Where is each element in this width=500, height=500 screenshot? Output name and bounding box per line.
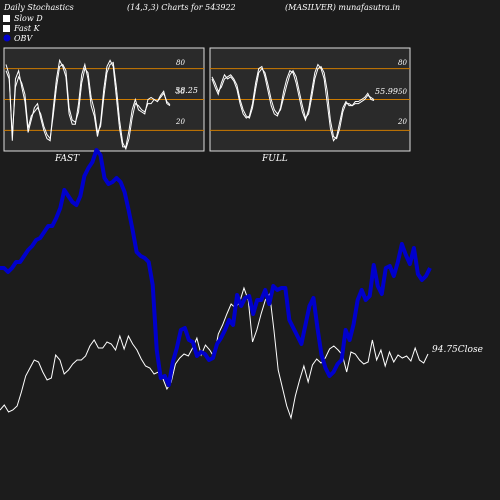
fast-stochastic-line-2 [5,58,171,148]
header-left: Daily Stochastics [3,3,74,12]
fast-level-label-20: 20 [175,118,185,126]
legend-label-slow-d: Slow D [14,14,43,23]
fast-level-label-50: 50 [176,88,185,96]
price-obv-chart [0,148,432,420]
header-middle: (14,3,3) Charts for 543922 [127,3,236,12]
full-stochastic-line-2 [211,63,375,142]
fast-stochastics-panel: 80 50 20 58.25 FAST [3,47,205,164]
fast-panel-title: FAST [54,154,80,164]
full-stochastics-panel: 80 50 20 55.99 FULL [209,47,411,164]
fast-current-value: 58.25 [175,86,198,95]
full-current-value: 55.99 [375,87,398,96]
full-panel-title: FULL [261,154,288,164]
obv-line [0,148,432,387]
close-value-label: 94.75Close [432,345,483,355]
legend-swatch-slow-d [3,15,10,22]
full-level-label-20: 20 [397,118,407,126]
full-level-label-80: 80 [398,59,407,67]
header-right: (MASILVER) munafasutra.in [285,3,400,12]
legend-label-fast-k: Fast K [13,24,41,33]
legend-label-obv: OBV [14,34,33,43]
legend-swatch-fast-k [3,25,10,32]
full-level-label-50: 50 [398,88,407,96]
fast-level-label-80: 80 [176,59,185,67]
legend-swatch-obv [3,34,11,42]
